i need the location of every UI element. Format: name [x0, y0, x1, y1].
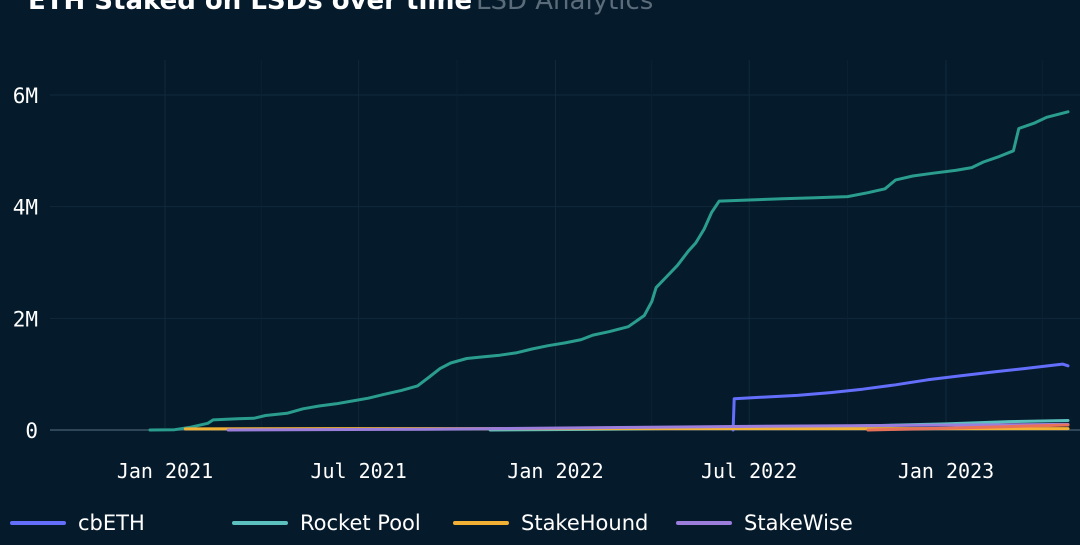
legend-label: Rocket Pool	[300, 511, 421, 535]
x-tick-label: Jul 2022	[701, 459, 797, 483]
y-tick-label: 6M	[13, 84, 38, 108]
series-line-cbeth[interactable]	[731, 362, 1070, 432]
chart-subtitle: LSD Analytics	[476, 0, 654, 16]
legend-swatch	[10, 521, 66, 525]
grid	[50, 60, 1080, 431]
legend-item-stakewise[interactable]: StakeWise	[676, 508, 853, 538]
y-tick-label: 2M	[13, 307, 38, 331]
legend-swatch	[453, 521, 509, 525]
chart-title: ETH Staked on LSDs over time	[28, 0, 473, 16]
legend-item-stakehound[interactable]: StakeHound	[453, 508, 648, 538]
legend-swatch	[676, 521, 732, 525]
legend-label: StakeWise	[744, 511, 853, 535]
axes: 0 2M 4M 6M Jan 2021 Jul 2021 Jan 2022 Jul 2022 J…	[13, 84, 994, 483]
legend-label: StakeHound	[521, 511, 649, 535]
x-tick-label: Jan 2021	[117, 459, 213, 483]
line-chart: 0 2M 4M 6M Jan 2021 Jul 2021 Jan 2022 Jul 2022 J…	[13, 60, 1080, 483]
legend: cbETH Rocket Pool StakeHound StakeWise	[0, 508, 1080, 538]
legend-item-cbeth[interactable]: cbETH	[10, 508, 145, 538]
series-lines	[148, 110, 1070, 432]
x-tick-label: Jul 2021	[310, 459, 406, 483]
x-tick-label: Jan 2022	[507, 459, 603, 483]
y-tick-label: 4M	[13, 196, 38, 220]
legend-swatch	[232, 521, 288, 525]
series-line-stakewise[interactable]	[226, 422, 1070, 432]
x-tick-label: Jan 2023	[898, 459, 994, 483]
y-tick-label: 0	[25, 419, 38, 443]
series-line-lido[interactable]	[148, 110, 1070, 432]
legend-label: cbETH	[78, 511, 145, 535]
legend-item-rocket-pool[interactable]: Rocket Pool	[232, 508, 421, 538]
series-line-frax[interactable]	[866, 423, 1070, 432]
